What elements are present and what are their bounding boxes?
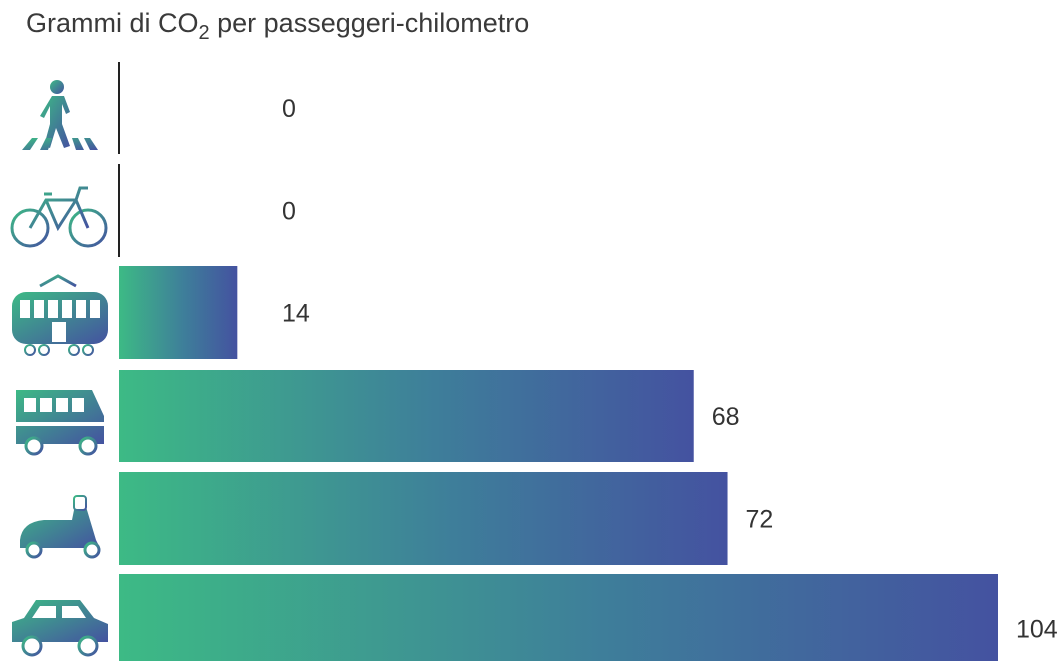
- car-icon: [12, 600, 108, 657]
- chart-title-prefix: Grammi di CO: [26, 8, 199, 38]
- walking-icon: [22, 80, 98, 150]
- tram-icon: [12, 274, 108, 356]
- bicycle-icon: [10, 186, 108, 248]
- bar-5: [119, 574, 998, 661]
- value-label-5: 104: [1016, 616, 1058, 644]
- chart-title-subscript: 2: [198, 22, 210, 44]
- value-label-4: 72: [746, 506, 774, 534]
- chart-title: Grammi di CO2 per passeggeri-chilometro: [26, 8, 530, 44]
- value-label-1: 0: [282, 198, 296, 226]
- bar-2: [119, 266, 238, 359]
- bar-3: [119, 370, 694, 462]
- value-label-3: 68: [712, 403, 740, 431]
- value-label-0: 0: [282, 95, 296, 123]
- scooter-icon: [20, 495, 101, 559]
- chart-title-suffix: per passeggeri-chilometro: [209, 8, 530, 38]
- bus-icon: [16, 390, 104, 456]
- bar-4: [119, 472, 728, 565]
- value-label-2: 14: [282, 300, 310, 328]
